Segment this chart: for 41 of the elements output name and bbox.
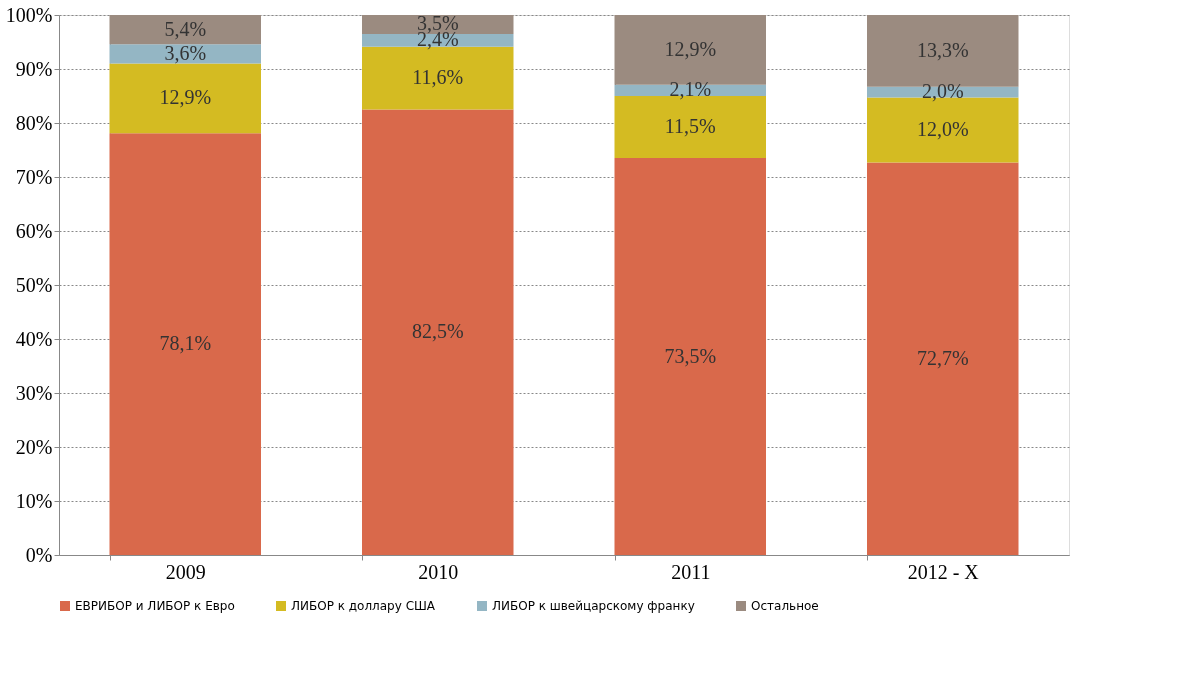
data-label: 2,1% [669, 78, 712, 101]
bar [867, 162, 1019, 555]
y-tick-label: 20% [15, 435, 53, 458]
data-label: 2,0% [921, 80, 964, 103]
x-tick-label: 2011 [671, 560, 711, 583]
y-tick-label: 0% [25, 543, 53, 566]
bar [109, 63, 261, 134]
y-tick-label: 40% [15, 327, 53, 350]
y-tick-label: 60% [15, 219, 53, 242]
legend-label: ЕВРИБОР и ЛИБОР к Евро [75, 599, 235, 613]
data-label: 78,1% [159, 332, 212, 355]
x-tick-label: 2009 [165, 560, 206, 583]
y-tick-label: 50% [15, 273, 53, 296]
data-label: 11,5% [664, 115, 716, 138]
y-tick-label: 90% [15, 57, 53, 80]
data-label: 11,6% [412, 66, 464, 89]
x-tick-label: 2010 [418, 560, 459, 583]
data-label: 73,5% [664, 344, 717, 367]
bar [362, 15, 514, 34]
bar [614, 158, 766, 555]
bar [362, 109, 514, 555]
y-tick-label: 70% [15, 165, 53, 188]
legend-label: ЛИБОР к доллару США [291, 599, 436, 613]
data-label: 5,4% [164, 17, 207, 40]
data-label: 13,3% [916, 38, 969, 61]
bar [109, 133, 261, 555]
data-label: 3,6% [164, 41, 207, 64]
bar [109, 15, 261, 45]
x-tick-label: 2012 - X [907, 560, 980, 583]
legend-label: Остальное [751, 599, 819, 613]
data-label: 12,9% [664, 37, 717, 60]
y-tick-label: 30% [15, 381, 53, 404]
y-tick-label: 10% [15, 489, 53, 512]
data-label: 12,0% [916, 118, 969, 141]
legend-label: ЛИБОР к швейцарскому франку [492, 599, 695, 613]
y-tick-label: 100% [5, 3, 53, 26]
bar [109, 44, 261, 64]
data-label: 72,7% [916, 346, 969, 369]
data-label: 12,9% [159, 86, 212, 109]
y-tick-label: 80% [15, 111, 53, 134]
data-label: 82,5% [411, 320, 464, 343]
